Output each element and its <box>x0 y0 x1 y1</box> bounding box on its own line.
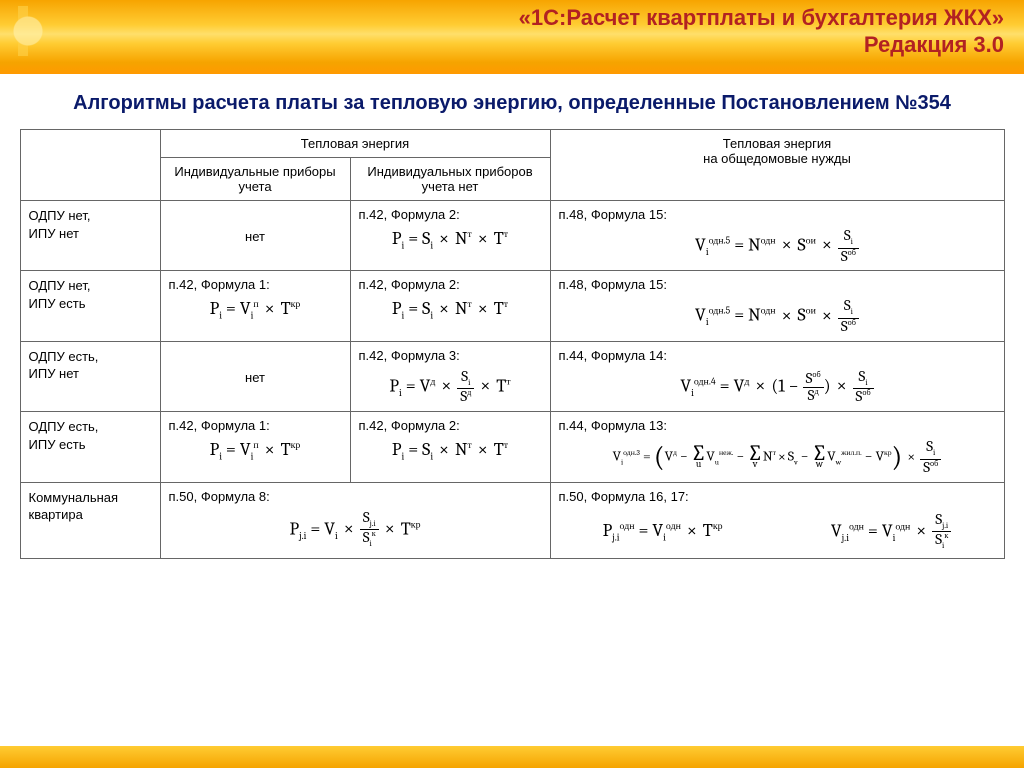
cell-formula: Pi = Si × Nт × Tт <box>359 298 542 322</box>
row-label: ОДПУ есть,ИПУ нет <box>20 341 160 411</box>
row-label: ОДПУ есть,ИПУ есть <box>20 412 160 482</box>
th-group2-line1: Тепловая энергия <box>723 136 831 151</box>
cell-c: п.44, Формула 14: Viодн.4 = Vд × (1 − Sо… <box>550 341 1004 411</box>
row-label: ОДПУ нет,ИПУ есть <box>20 271 160 341</box>
cell-ref: п.44, Формула 14: <box>559 348 996 363</box>
table-row: Коммунальнаяквартирап.50, Формула 8: Pj.… <box>20 482 1004 558</box>
cell-b: п.42, Формула 3: Pi = Vд × SiSд × Tт <box>350 341 550 411</box>
row-label: Коммунальнаяквартира <box>20 482 160 558</box>
cell-formula: Viодн.5 = Nодн × Sои × SiSоб <box>559 228 996 264</box>
th-group2-line2: на общедомовые нужды <box>703 151 851 166</box>
cell-formula-1: Pj.iодн = Viодн × Tкр <box>603 520 723 544</box>
cell-b: п.42, Формула 2: Pi = Si × Nт × Tт <box>350 201 550 271</box>
cell-ref: п.48, Формула 15: <box>559 277 996 292</box>
header-accent-strip <box>0 62 1024 74</box>
cell-a: п.42, Формула 1: Pi = Viп × Tкр <box>160 271 350 341</box>
cell-formula: Viодн.3 = (Vд − ∑uVuнеж. − ∑vNт×Sv − ∑wV… <box>559 439 996 475</box>
formula-table: Тепловая энергия Тепловая энергия на общ… <box>20 129 1005 559</box>
cell-ref: п.42, Формула 2: <box>359 277 542 292</box>
cell-ref: п.42, Формула 1: <box>169 418 342 433</box>
cell-a: нет <box>160 341 350 411</box>
table-body: ОДПУ нет,ИПУ нетнетп.42, Формула 2: Pi =… <box>20 201 1004 559</box>
cell-formula: Pi = Viп × Tкр <box>169 439 342 463</box>
table-row: ОДПУ нет,ИПУ естьп.42, Формула 1: Pi = V… <box>20 271 1004 341</box>
th-empty <box>20 130 160 201</box>
header-bar: «1С:Расчет квартплаты и бухгалтерия ЖКХ»… <box>0 0 1024 62</box>
cell-ref: п.50, Формула 16, 17: <box>559 489 996 504</box>
table-row: ОДПУ есть,ИПУ нетнетп.42, Формула 3: Pi … <box>20 341 1004 411</box>
cell-formula: Pi = Vд × SiSд × Tт <box>359 369 542 405</box>
cell-c: п.44, Формула 13: Viодн.3 = (Vд − ∑uVuне… <box>550 412 1004 482</box>
th-sub-b: Индивидуальных приборов учета нет <box>350 158 550 201</box>
header-title-line2: Редакция 3.0 <box>519 31 1004 59</box>
cell-ref: п.42, Формула 3: <box>359 348 542 363</box>
row-label: ОДПУ нет,ИПУ нет <box>20 201 160 271</box>
cell-a: нет <box>160 201 350 271</box>
cell-b: п.42, Формула 2: Pi = Si × Nт × Tт <box>350 271 550 341</box>
th-group1: Тепловая энергия <box>160 130 550 158</box>
cell-c: п.48, Формула 15: Viодн.5 = Nодн × Sои ×… <box>550 201 1004 271</box>
cell-formula: Pi = Si × Nт × Tт <box>359 439 542 463</box>
cell-a: п.42, Формула 1: Pi = Viп × Tкр <box>160 412 350 482</box>
table-row: ОДПУ есть,ИПУ естьп.42, Формула 1: Pi = … <box>20 412 1004 482</box>
th-group2: Тепловая энергия на общедомовые нужды <box>550 130 1004 201</box>
cell-b: п.42, Формула 2: Pi = Si × Nт × Tт <box>350 412 550 482</box>
table-head: Тепловая энергия Тепловая энергия на общ… <box>20 130 1004 201</box>
cell-formula: Viодн.4 = Vд × (1 − SобSд) × SiSоб <box>559 369 996 405</box>
header-title-line1: «1С:Расчет квартплаты и бухгалтерия ЖКХ» <box>519 4 1004 32</box>
page-title: Алгоритмы расчета платы за тепловую энер… <box>60 90 964 117</box>
cell-ref: п.50, Формула 8: <box>169 489 542 504</box>
table-row: ОДПУ нет,ИПУ нетнетп.42, Формула 2: Pi =… <box>20 201 1004 271</box>
cell-formula: Pi = Viп × Tкр <box>169 298 342 322</box>
cell-ref: п.48, Формула 15: <box>559 207 996 222</box>
header-title: «1С:Расчет квартплаты и бухгалтерия ЖКХ»… <box>519 4 1004 59</box>
cell-formula: Viодн.5 = Nодн × Sои × SiSоб <box>559 298 996 334</box>
cell-ab: п.50, Формула 8: Pj.i = Vi × Sj.iSiк × T… <box>160 482 550 558</box>
cell-formula-2: Vj.iодн = Viодн × Sj.iSiк <box>831 512 951 552</box>
cell-c: п.50, Формула 16, 17: Pj.iодн = Viодн × … <box>550 482 1004 558</box>
th-sub-a: Индивидуальные приборы учета <box>160 158 350 201</box>
cell-ref: п.42, Формула 2: <box>359 418 542 433</box>
cell-c: п.48, Формула 15: Viодн.5 = Nодн × Sои ×… <box>550 271 1004 341</box>
cell-ref: п.42, Формула 2: <box>359 207 542 222</box>
cell-text: нет <box>169 348 342 385</box>
cell-text: нет <box>169 207 342 244</box>
cell-formula: Pj.i = Vi × Sj.iSiк × Tкр <box>169 510 542 550</box>
cell-ref: п.42, Формула 1: <box>169 277 342 292</box>
footer-bar <box>0 746 1024 768</box>
cell-formula: Pi = Si × Nт × Tт <box>359 228 542 252</box>
cell-ref: п.44, Формула 13: <box>559 418 996 433</box>
